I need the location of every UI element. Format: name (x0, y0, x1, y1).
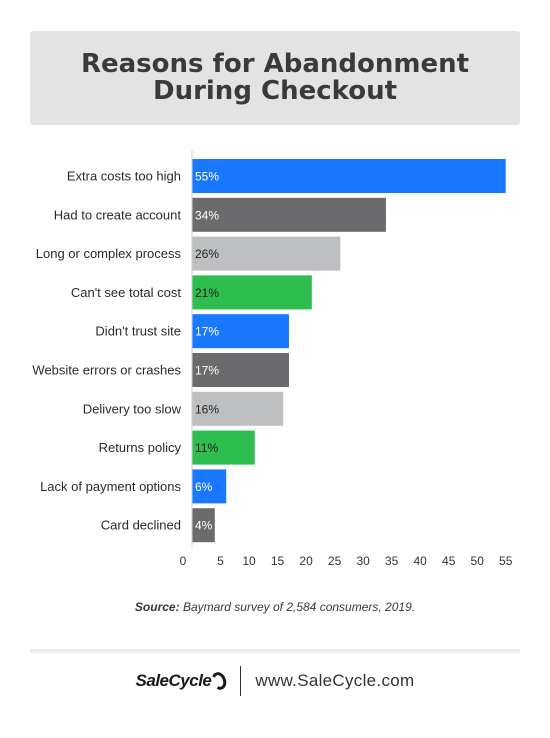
bar (192, 430, 255, 465)
salecycle-logo: SaleCycle (135, 670, 230, 692)
bar (192, 197, 386, 232)
x-tick-label: 0 (180, 554, 187, 568)
value-label: 4% (195, 519, 213, 533)
category-label: Had to create account (54, 207, 182, 222)
source-note: Source: Baymard survey of 2,584 consumer… (0, 600, 550, 614)
value-label: 26% (195, 247, 219, 261)
x-tick-label: 45 (442, 554, 456, 568)
footer-divider (30, 649, 520, 653)
website-link[interactable]: www.SaleCycle.com (255, 671, 415, 690)
category-label: Extra costs too high (67, 169, 181, 184)
x-tick-label: 30 (356, 554, 370, 568)
bar (192, 159, 506, 193)
footer: SaleCycle www.SaleCycle.com (0, 664, 550, 698)
x-tick-label: 10 (242, 554, 256, 568)
value-label: 17% (195, 325, 219, 339)
bar (192, 469, 227, 504)
category-label: Didn't trust site (95, 324, 181, 339)
logo-text: SaleCycle (135, 671, 212, 690)
chart-title: Reasons for Abandonment During Checkout (80, 49, 470, 106)
x-tick-label: 40 (413, 554, 427, 568)
value-label: 55% (195, 170, 219, 184)
category-label: Website errors or crashes (32, 363, 181, 378)
bar (192, 236, 341, 271)
bar (192, 353, 289, 387)
value-label: 11% (195, 441, 218, 455)
x-tick-label: 15 (271, 554, 285, 568)
value-label: 16% (195, 402, 219, 416)
category-label: Delivery too slow (83, 401, 182, 416)
x-tick-label: 35 (385, 554, 399, 568)
category-label: Lack of payment options (40, 479, 181, 494)
logo-ring-icon (209, 670, 230, 692)
bar (192, 391, 284, 426)
bar (192, 508, 215, 543)
x-tick-label: 20 (299, 554, 313, 568)
category-label: Card declined (101, 518, 181, 533)
x-tick-label: 25 (328, 554, 342, 568)
x-tick-label: 5 (217, 554, 224, 568)
source-text: Baymard survey of 2,584 consumers, 2019. (182, 600, 416, 614)
value-label: 17% (195, 364, 219, 378)
bar (192, 275, 312, 310)
category-label: Long or complex process (36, 246, 182, 261)
category-label: Returns policy (99, 440, 182, 455)
x-tick-label: 55 (499, 554, 513, 568)
x-tick-label: 50 (471, 554, 485, 568)
title-box: Reasons for Abandonment During Checkout (30, 31, 520, 125)
category-label: Can't see total cost (71, 285, 182, 300)
value-label: 21% (195, 286, 219, 300)
source-label: Source: (134, 600, 180, 614)
bar (192, 314, 289, 349)
value-label: 6% (195, 480, 213, 494)
bar-chart: Extra costs too high 55% Had to create acc… (32, 150, 513, 568)
footer-separator (240, 666, 242, 696)
value-label: 34% (195, 208, 219, 222)
